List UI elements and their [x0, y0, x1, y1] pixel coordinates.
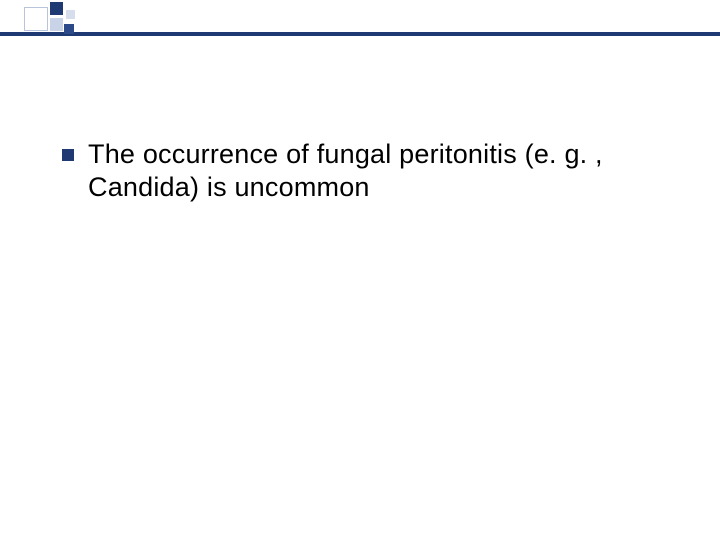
bullet-text: The occurrence of fungal peritonitis (e.…	[88, 138, 670, 205]
header-square-light	[50, 18, 63, 31]
bullet-item: The occurrence of fungal peritonitis (e.…	[62, 138, 670, 205]
header-square-light-small	[66, 10, 75, 19]
square-bullet-icon	[62, 149, 74, 161]
slide-header-decoration	[0, 0, 720, 44]
header-square-outline	[24, 7, 48, 31]
header-horizontal-bar	[0, 32, 720, 36]
header-square-navy-small	[64, 24, 74, 34]
slide-content: The occurrence of fungal peritonitis (e.…	[62, 138, 670, 205]
header-square-navy	[50, 2, 63, 15]
